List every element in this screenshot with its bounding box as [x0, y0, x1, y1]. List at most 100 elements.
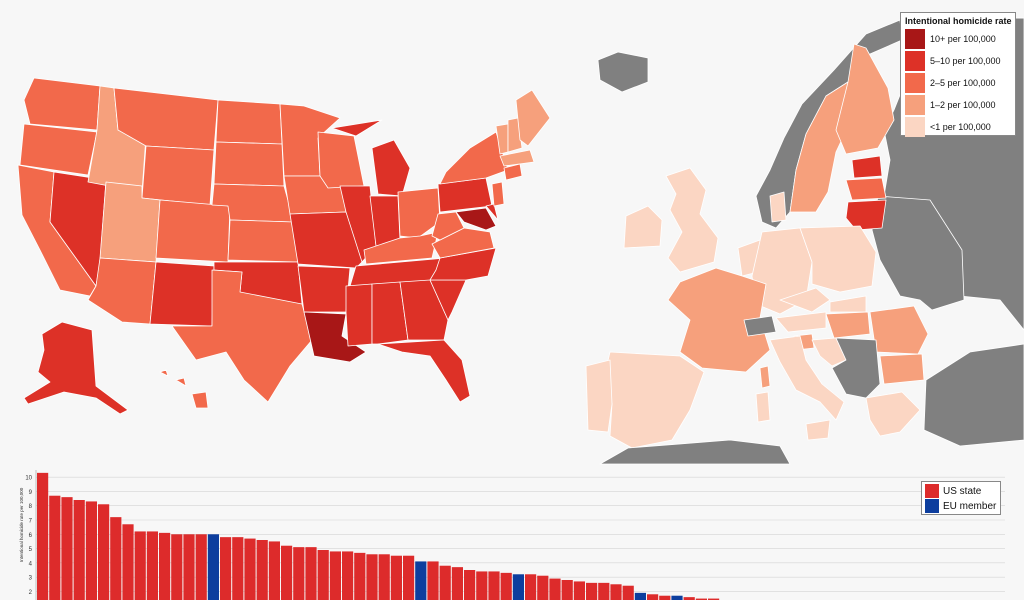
- map-legend: Intentional homicide rate 10+ per 100,00…: [900, 12, 1016, 137]
- state-wyoming: [141, 145, 215, 206]
- europe-map: [585, 17, 1024, 465]
- bar: [122, 524, 134, 600]
- bar: [73, 500, 85, 600]
- country-uk: [665, 167, 719, 273]
- country-poland: [799, 225, 877, 293]
- country-ukraine: [871, 195, 965, 311]
- bar: [390, 555, 402, 600]
- y-axis-label: Intentional homicide rate per 100,000: [19, 487, 24, 562]
- state-maine: [515, 89, 551, 147]
- bar: [415, 561, 427, 600]
- state-florida: [377, 339, 471, 403]
- bar: [561, 580, 573, 600]
- bar: [183, 534, 195, 600]
- bar: [244, 538, 256, 600]
- bar-legend-item: EU member: [925, 499, 996, 513]
- bar-legend: US state EU member: [921, 481, 1001, 515]
- legend-item: 5–10 per 100,000: [905, 51, 1001, 71]
- legend-label: 5–10 per 100,000: [930, 56, 1001, 66]
- country-sicily: [805, 419, 831, 441]
- bar: [525, 574, 537, 600]
- state-north-dakota: [215, 99, 283, 145]
- bar: [293, 547, 305, 600]
- bar: [366, 554, 378, 600]
- legend-swatch: [905, 73, 925, 93]
- y-tick-label: 7: [29, 519, 33, 525]
- country-denmark: [769, 191, 787, 223]
- state-michigan: [331, 119, 411, 197]
- bar: [695, 598, 707, 600]
- state-georgia: [399, 279, 449, 341]
- bar: [37, 472, 49, 600]
- bar: [610, 584, 622, 600]
- y-tick-label: 2: [29, 590, 33, 596]
- country-estonia: [851, 155, 883, 179]
- state-massachusetts: [499, 149, 535, 167]
- state-alaska: [23, 321, 129, 415]
- country-lithuania: [845, 199, 887, 231]
- bar: [488, 571, 500, 600]
- bar: [476, 571, 488, 600]
- country-latvia: [845, 177, 887, 201]
- country-spain: [603, 351, 705, 449]
- country-austria: [775, 311, 827, 333]
- legend-item: 2–5 per 100,000: [905, 73, 996, 93]
- legend-item: 1–2 per 100,000: [905, 95, 996, 115]
- bar: [342, 551, 354, 600]
- bar: [464, 570, 476, 600]
- bar-legend-label: US state: [943, 485, 982, 497]
- state-delaware: [485, 203, 499, 221]
- state-oregon: [19, 123, 98, 176]
- state-west-virginia: [431, 211, 465, 241]
- state-new-mexico: [149, 261, 215, 327]
- state-wisconsin: [317, 131, 365, 189]
- state-ohio: [397, 187, 441, 239]
- bar: [220, 537, 232, 600]
- country-balkans: [831, 337, 881, 399]
- homicide-map: [17, 17, 1024, 465]
- bar: [171, 534, 183, 600]
- legend-swatch: [905, 51, 925, 71]
- legend-label: 10+ per 100,000: [930, 34, 996, 44]
- bar: [439, 565, 451, 600]
- country-france: [667, 267, 771, 373]
- country-north-africa: [599, 439, 791, 465]
- bar: [281, 545, 293, 600]
- country-ireland: [623, 205, 663, 249]
- y-tick-label: 3: [29, 576, 33, 582]
- state-maryland: [455, 207, 497, 231]
- bar: [378, 554, 390, 600]
- state-missouri: [289, 211, 367, 269]
- country-italy: [769, 335, 845, 421]
- legend-item: 10+ per 100,000: [905, 29, 996, 49]
- country-greece: [865, 391, 921, 437]
- state-alabama: [371, 281, 409, 345]
- y-tick-label: 10: [25, 476, 32, 482]
- country-corsica: [759, 365, 771, 389]
- bar: [85, 501, 97, 600]
- country-finland: [835, 43, 895, 155]
- country-turkey: [923, 343, 1024, 447]
- bar: [49, 495, 61, 600]
- bar: [305, 547, 317, 600]
- bar: [647, 594, 659, 600]
- state-north-carolina: [429, 247, 497, 281]
- bar: [683, 597, 695, 600]
- y-tick-label: 6: [29, 533, 33, 539]
- legend-swatch: [905, 117, 925, 137]
- country-bulgaria: [879, 353, 925, 385]
- y-tick-label: 8: [29, 504, 33, 510]
- bar: [634, 592, 646, 600]
- bar: [268, 541, 280, 600]
- bar: [549, 578, 561, 600]
- y-tick-label: 5: [29, 547, 33, 553]
- bar: [317, 550, 329, 600]
- state-kansas: [227, 219, 299, 263]
- usa-map: [17, 77, 551, 415]
- legend-label: <1 per 100,000: [930, 122, 991, 132]
- country-croatia: [811, 337, 847, 367]
- legend-swatch: [905, 95, 925, 115]
- bar: [708, 598, 720, 600]
- bar: [573, 581, 585, 600]
- bar: [403, 555, 415, 600]
